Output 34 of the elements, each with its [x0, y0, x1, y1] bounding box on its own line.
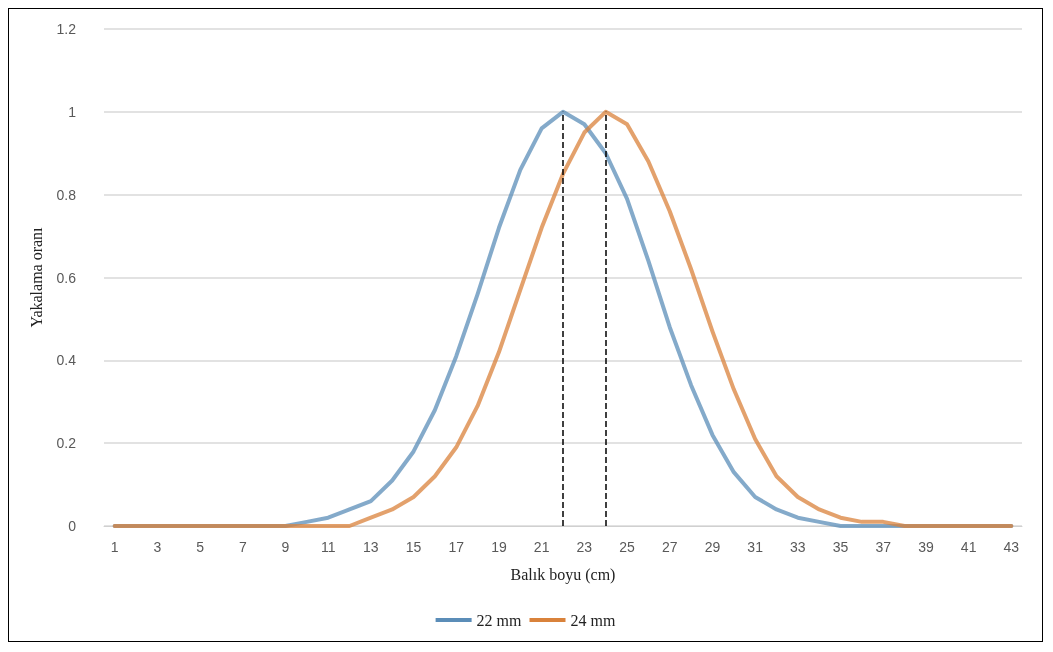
x-tick-label: 3: [153, 539, 162, 555]
x-tick-label: 25: [619, 539, 636, 555]
line-series: [112, 109, 1014, 528]
y-tick-label: 0: [68, 518, 77, 534]
x-tick-label: 1: [110, 539, 119, 555]
x-tick-label: 7: [238, 539, 247, 555]
x-tick-label: 35: [832, 539, 849, 555]
legend-label: 22 mm: [476, 611, 523, 629]
x-tick-label: 9: [281, 539, 290, 555]
x-tick-label: 13: [363, 539, 379, 555]
x-tick-label: 11: [320, 539, 336, 555]
x-tick-label: 5: [196, 539, 205, 555]
x-tick-label: 27: [661, 539, 678, 555]
x-tick-label: 15: [405, 539, 422, 555]
x-tick-label: 33: [790, 539, 806, 555]
x-tick-label: 17: [448, 539, 465, 555]
x-tick-label: 23: [576, 539, 593, 555]
x-tick-label: 37: [875, 539, 892, 555]
y-tick-label: 0.2: [56, 435, 77, 452]
x-tick-label: 31: [747, 539, 764, 555]
x-tick-label: 19: [491, 539, 507, 555]
y-tick-label: 0.6: [56, 269, 77, 286]
y-axis-title: Yakalama oranı: [27, 226, 45, 328]
y-tick-label: 1: [68, 103, 77, 120]
y-tick-label: 0.8: [56, 186, 77, 203]
x-axis-title: Balık boyu (cm): [510, 565, 616, 584]
legend-label: 24 mm: [570, 611, 616, 629]
x-tick-label: 41: [960, 539, 977, 555]
x-tick-label: 39: [918, 539, 934, 555]
x-tick-label: 29: [704, 539, 721, 555]
x-tick-label: 43: [1003, 539, 1020, 555]
x-tick-label: 21: [533, 539, 550, 555]
y-tick-label: 1.2: [56, 21, 77, 37]
y-tick-label: 0.4: [56, 352, 77, 369]
